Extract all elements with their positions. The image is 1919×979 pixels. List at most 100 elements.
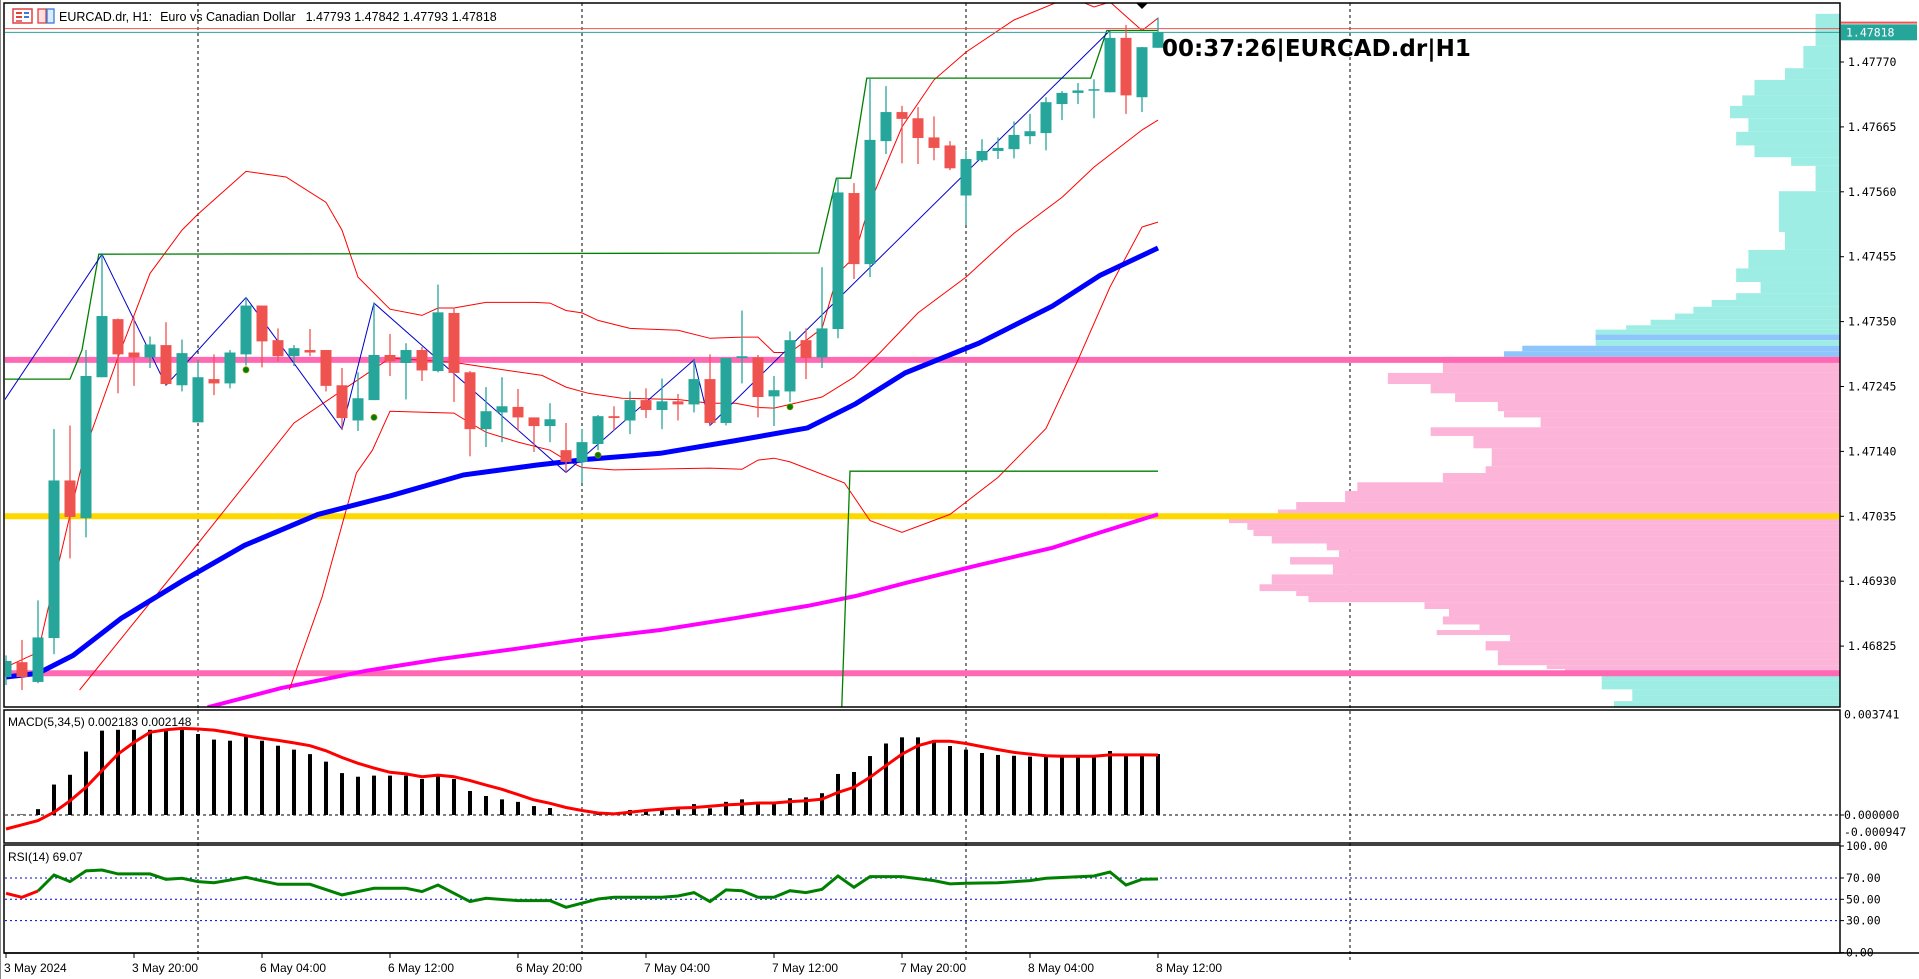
candle[interactable] [720, 358, 732, 426]
candle-body [592, 416, 604, 444]
candle[interactable] [112, 318, 124, 394]
candle[interactable] [1120, 24, 1132, 114]
candle[interactable] [832, 178, 844, 339]
macd-histogram-bar [452, 778, 456, 815]
candle[interactable] [416, 346, 428, 381]
candle[interactable] [352, 372, 364, 432]
volume-profile-bar [1601, 680, 1840, 690]
candle[interactable] [96, 254, 108, 378]
candle[interactable] [1056, 91, 1068, 121]
candle-body [576, 442, 588, 462]
candle[interactable] [528, 417, 540, 453]
macd-histogram-bar [740, 799, 744, 815]
candle[interactable] [1152, 17, 1164, 48]
candle[interactable] [288, 345, 300, 367]
candle-body [336, 385, 348, 419]
candle[interactable] [384, 333, 396, 376]
candle[interactable] [320, 350, 332, 392]
candle[interactable] [640, 388, 652, 419]
candle[interactable] [928, 116, 940, 161]
candle[interactable] [480, 387, 492, 448]
candle[interactable] [448, 307, 460, 402]
candle[interactable] [1072, 83, 1084, 105]
candle[interactable] [224, 350, 236, 389]
candle[interactable] [880, 86, 892, 155]
candle[interactable] [464, 371, 476, 457]
macd-histogram-bar [980, 752, 984, 815]
candle[interactable] [800, 328, 812, 380]
candle[interactable] [752, 354, 764, 418]
candle[interactable] [240, 297, 252, 366]
candle[interactable] [304, 329, 316, 357]
macd-histogram-bar [964, 749, 968, 815]
candle[interactable] [864, 78, 876, 278]
volume-profile-bar [1485, 641, 1840, 651]
candle[interactable] [656, 378, 668, 430]
candle[interactable] [544, 403, 556, 443]
candle[interactable] [400, 343, 412, 400]
candle[interactable] [768, 375, 780, 427]
candle[interactable] [1008, 121, 1020, 159]
candle[interactable] [912, 107, 924, 164]
candle[interactable] [784, 331, 796, 402]
candle[interactable] [128, 317, 140, 386]
volume-profile-bar [1497, 659, 1840, 666]
candle[interactable] [368, 303, 380, 401]
candle[interactable] [208, 354, 220, 396]
candle-body [448, 312, 460, 373]
candle[interactable] [32, 600, 44, 684]
time-tick-label: 3 May 2024 [4, 961, 67, 975]
candle[interactable] [608, 406, 620, 431]
candle[interactable] [992, 137, 1004, 160]
candle[interactable] [896, 105, 908, 164]
candle[interactable] [432, 284, 444, 373]
main-price-panel[interactable] [0, 0, 1840, 723]
candle[interactable] [272, 328, 284, 362]
time-tick-label: 6 May 04:00 [260, 961, 326, 975]
candle[interactable] [592, 414, 604, 451]
candle[interactable] [496, 377, 508, 443]
time-tick-label: 8 May 12:00 [1156, 961, 1222, 975]
candle-body [464, 372, 476, 430]
menu-list-icon[interactable] [12, 8, 33, 24]
macd-histogram-bar [420, 778, 424, 815]
candle[interactable] [944, 141, 956, 171]
candle[interactable] [688, 359, 700, 413]
volume-profile-bar [1290, 557, 1840, 565]
candle[interactable] [560, 422, 572, 473]
candle[interactable] [736, 310, 748, 384]
candle[interactable] [192, 359, 204, 423]
candle[interactable] [64, 425, 76, 559]
candle[interactable] [816, 267, 828, 368]
candle[interactable] [1088, 79, 1100, 119]
candle[interactable] [576, 429, 588, 483]
candle[interactable] [336, 367, 348, 430]
candle[interactable] [512, 388, 524, 432]
candle[interactable] [16, 639, 28, 690]
candle[interactable] [1040, 97, 1052, 151]
candle[interactable] [48, 429, 60, 655]
rsi-panel[interactable] [5, 868, 1840, 922]
candle[interactable] [176, 339, 188, 392]
candle[interactable] [672, 393, 684, 421]
candle[interactable] [960, 150, 972, 226]
candle[interactable] [848, 183, 860, 279]
candle[interactable] [1104, 30, 1116, 93]
macd-histogram-bar [932, 740, 936, 815]
chart-window-icon[interactable] [37, 8, 55, 24]
candle[interactable] [976, 139, 988, 163]
candle[interactable] [80, 350, 92, 538]
candle[interactable] [1, 655, 12, 686]
candle[interactable] [1136, 47, 1148, 113]
candle[interactable] [704, 354, 716, 426]
volume-profile-bar [1510, 634, 1840, 642]
candle[interactable] [160, 322, 172, 386]
candle[interactable] [1024, 113, 1036, 145]
candle[interactable] [624, 391, 636, 435]
candle[interactable] [144, 336, 156, 368]
macd-histogram-bar [580, 815, 584, 816]
candle[interactable] [256, 305, 268, 368]
macd-panel[interactable] [4, 726, 1840, 831]
macd-histogram-bar [772, 804, 776, 815]
